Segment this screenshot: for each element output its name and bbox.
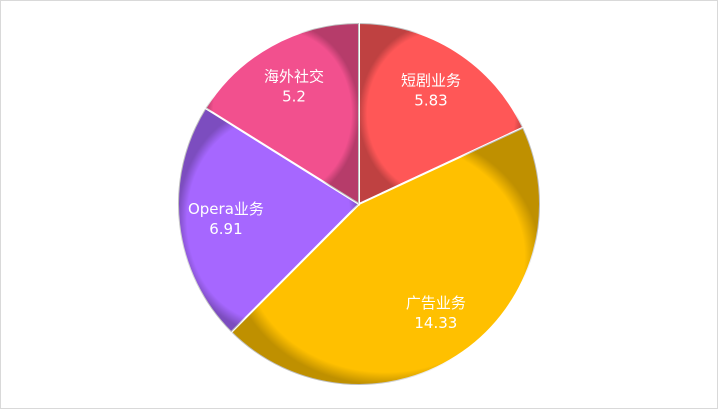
slice-label: Opera业务 [188, 200, 264, 218]
slice-label: 海外社交 [264, 67, 324, 85]
slice-label: 短剧业务 [401, 72, 461, 90]
slice-label: 广告业务 [406, 294, 466, 312]
labels: 短剧业务 5.83 广告业务 14.33 Opera业务 6.91 海外社交 5.2 [188, 67, 466, 332]
value-label: 6.91 [209, 220, 242, 238]
value-label: 5.83 [414, 92, 447, 110]
value-label: 14.33 [414, 314, 457, 332]
value-label: 5.2 [282, 87, 306, 105]
